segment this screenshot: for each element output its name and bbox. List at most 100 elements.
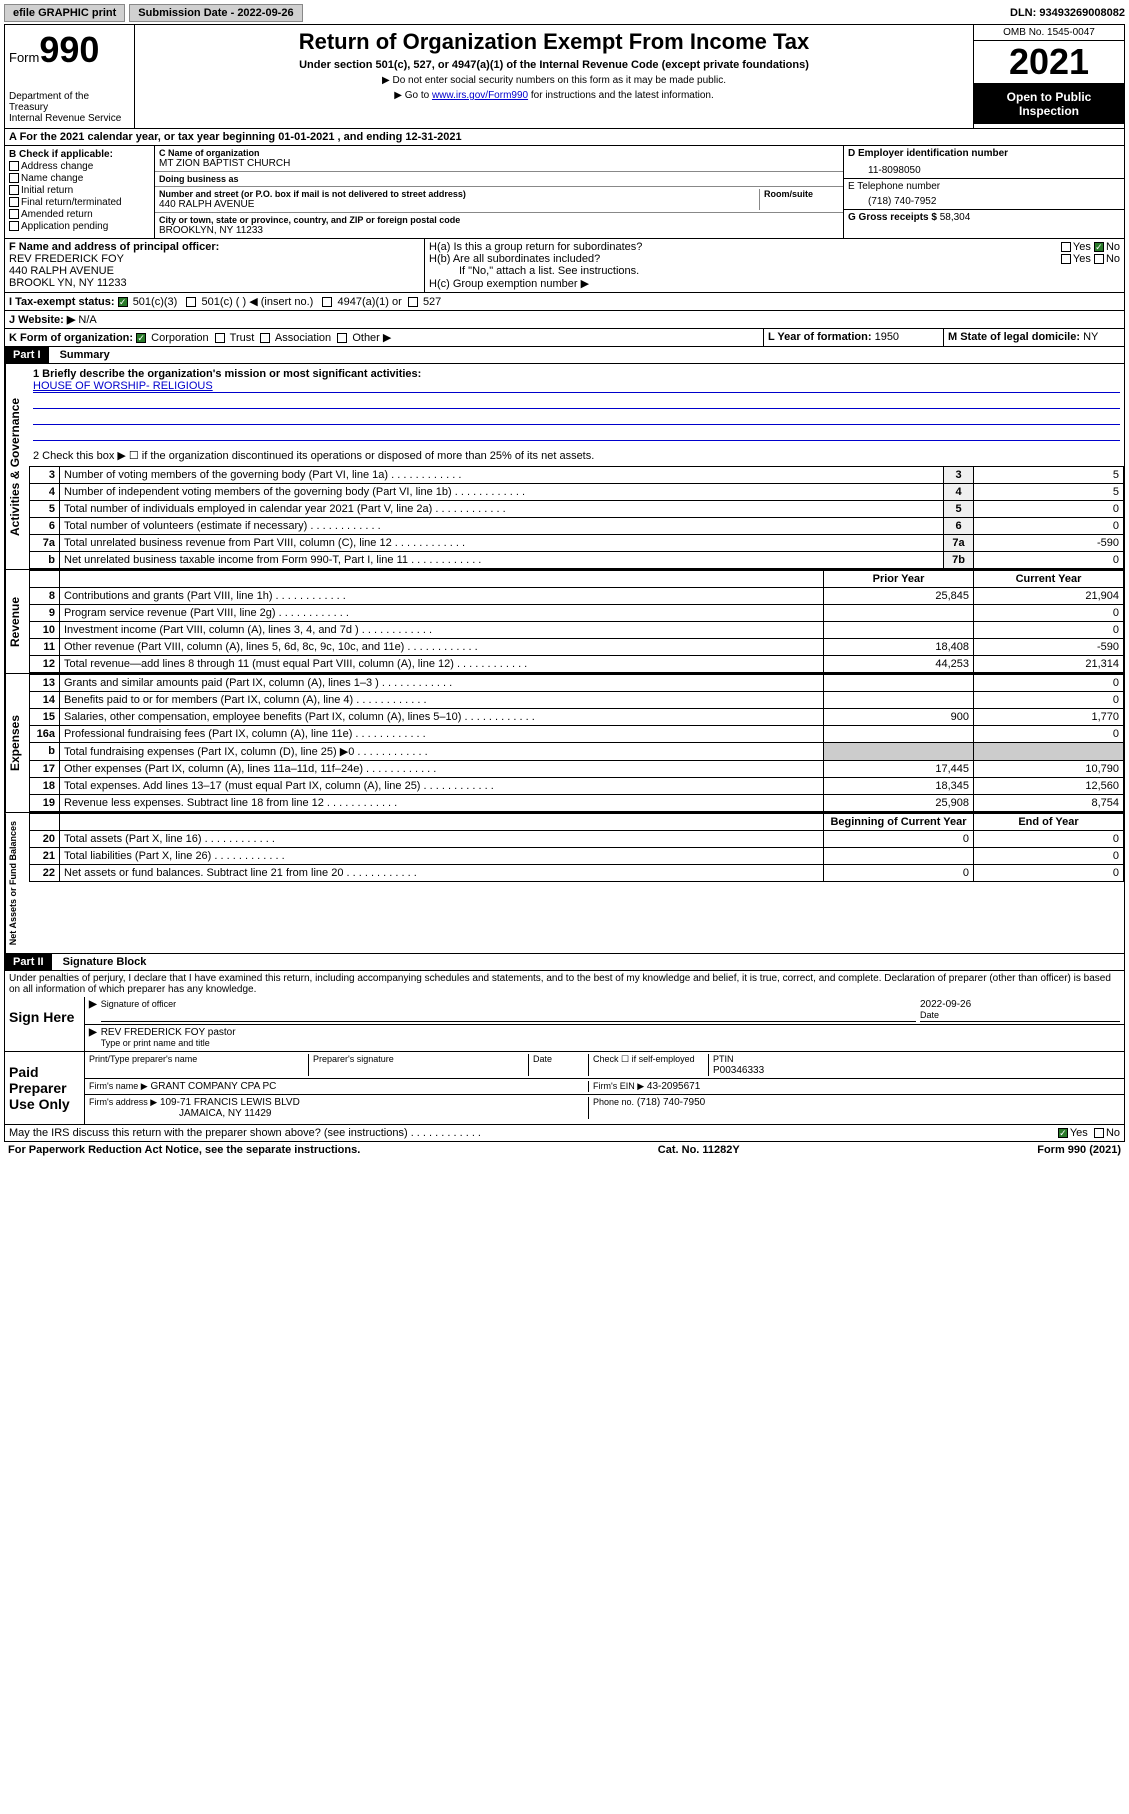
opt-527: 527 bbox=[423, 296, 441, 308]
ha-yes: Yes bbox=[1073, 241, 1091, 253]
other-checkbox[interactable] bbox=[337, 333, 347, 343]
dln-label: DLN: 93493269008082 bbox=[1010, 7, 1125, 19]
form-subtitle: Under section 501(c), 527, or 4947(a)(1)… bbox=[139, 59, 969, 71]
cb-label-4: Amended return bbox=[21, 209, 93, 220]
section-k-label: K Form of organization: bbox=[9, 332, 133, 344]
table-row: 17Other expenses (Part IX, column (A), l… bbox=[30, 761, 1124, 778]
omb-number: OMB No. 1545-0047 bbox=[974, 25, 1124, 41]
org-name-label: C Name of organization bbox=[159, 148, 839, 158]
form-note-2: ▶ Go to www.irs.gov/Form990 for instruct… bbox=[139, 90, 969, 101]
table-row: 4Number of independent voting members of… bbox=[30, 484, 1124, 501]
top-toolbar: efile GRAPHIC print Submission Date - 20… bbox=[4, 4, 1125, 22]
hc-label: H(c) Group exemption number ▶ bbox=[429, 277, 1120, 290]
section-i-label: I Tax-exempt status: bbox=[9, 296, 115, 308]
table-row: 7aTotal unrelated business revenue from … bbox=[30, 535, 1124, 552]
line2-text: 2 Check this box ▶ ☐ if the organization… bbox=[33, 449, 1120, 462]
efile-button[interactable]: efile GRAPHIC print bbox=[4, 4, 125, 22]
officer-label: F Name and address of principal officer: bbox=[9, 241, 420, 253]
ein-value: 11-8098050 bbox=[848, 159, 1120, 176]
end-year-hdr: End of Year bbox=[974, 814, 1124, 831]
form-title-block: Return of Organization Exempt From Incom… bbox=[135, 25, 974, 128]
section-c-block: C Name of organizationMT ZION BAPTIST CH… bbox=[155, 146, 844, 238]
checkbox-final-return[interactable] bbox=[9, 197, 19, 207]
checkbox-amended[interactable] bbox=[9, 209, 19, 219]
website-row: J Website: ▶ N/A bbox=[4, 311, 1125, 329]
4947-checkbox[interactable] bbox=[322, 297, 332, 307]
firm-ein-label: Firm's EIN ▶ bbox=[593, 1081, 644, 1091]
form-990-page: efile GRAPHIC print Submission Date - 20… bbox=[0, 0, 1129, 1162]
ptin-label: PTIN bbox=[713, 1054, 734, 1064]
checkbox-initial-return[interactable] bbox=[9, 185, 19, 195]
firm-name: GRANT COMPANY CPA PC bbox=[150, 1081, 276, 1092]
form-id-block: Form990 Department of the Treasury Inter… bbox=[5, 25, 135, 128]
opt-assoc: Association bbox=[275, 332, 331, 344]
firm-addr2: JAMAICA, NY 11429 bbox=[89, 1108, 271, 1119]
section-b-checkboxes: B Check if applicable: Address change Na… bbox=[5, 146, 155, 238]
ha-no-checkbox[interactable] bbox=[1094, 242, 1104, 252]
room-label: Room/suite bbox=[764, 189, 839, 199]
section-f-block: F Name and address of principal officer:… bbox=[5, 239, 425, 292]
line1-value: HOUSE OF WORSHIP- RELIGIOUS bbox=[33, 380, 1120, 393]
discuss-text: May the IRS discuss this return with the… bbox=[9, 1127, 481, 1139]
exp-table: 13Grants and similar amounts paid (Part … bbox=[29, 674, 1124, 812]
org-name: MT ZION BAPTIST CHURCH bbox=[159, 158, 839, 169]
form-year-block: OMB No. 1545-0047 2021 Open to Public In… bbox=[974, 25, 1124, 128]
mission-block: 1 Briefly describe the organization's mi… bbox=[29, 364, 1124, 466]
527-checkbox[interactable] bbox=[408, 297, 418, 307]
firm-phone-label: Phone no. bbox=[593, 1097, 634, 1107]
phone-value: (718) 740-7952 bbox=[848, 192, 1120, 207]
ha-yes-checkbox[interactable] bbox=[1061, 242, 1071, 252]
checkbox-application-pending[interactable] bbox=[9, 221, 19, 231]
officer-row: F Name and address of principal officer:… bbox=[4, 239, 1125, 293]
irs-link[interactable]: www.irs.gov/Form990 bbox=[432, 90, 528, 101]
table-row: 16aProfessional fundraising fees (Part I… bbox=[30, 726, 1124, 743]
part2-header: Part II bbox=[5, 954, 52, 970]
trust-checkbox[interactable] bbox=[215, 333, 225, 343]
501c-checkbox[interactable] bbox=[186, 297, 196, 307]
mission-line-3 bbox=[33, 411, 1120, 425]
sig-officer-label: Signature of officer bbox=[101, 999, 176, 1009]
table-row: 8Contributions and grants (Part VIII, li… bbox=[30, 588, 1124, 605]
prep-sig-label: Preparer's signature bbox=[309, 1054, 529, 1076]
current-year-hdr: Current Year bbox=[974, 571, 1124, 588]
city-label: City or town, state or province, country… bbox=[159, 215, 839, 225]
corp-checkbox[interactable] bbox=[136, 333, 146, 343]
discuss-no-checkbox[interactable] bbox=[1094, 1128, 1104, 1138]
cb-label-1: Name change bbox=[21, 173, 83, 184]
opt-other: Other ▶ bbox=[352, 332, 391, 344]
addr-label: Number and street (or P.O. box if mail i… bbox=[159, 189, 759, 199]
inspection-badge: Open to Public Inspection bbox=[974, 84, 1124, 124]
section-a-text: A For the 2021 calendar year, or tax yea… bbox=[5, 129, 1124, 145]
sig-date-label: Date bbox=[920, 1010, 939, 1020]
table-row: 14Benefits paid to or for members (Part … bbox=[30, 692, 1124, 709]
section-j-block: J Website: ▶ N/A bbox=[5, 311, 1124, 328]
submission-date-button[interactable]: Submission Date - 2022-09-26 bbox=[129, 4, 302, 22]
table-row: 22Net assets or fund balances. Subtract … bbox=[30, 865, 1124, 882]
table-row: 19Revenue less expenses. Subtract line 1… bbox=[30, 795, 1124, 812]
signature-block: Under penalties of perjury, I declare th… bbox=[4, 971, 1125, 1142]
prep-name-label: Print/Type preparer's name bbox=[89, 1054, 309, 1076]
domicile-value: NY bbox=[1083, 331, 1098, 343]
hb-yes-checkbox[interactable] bbox=[1061, 254, 1071, 264]
firm-ein: 43-2095671 bbox=[647, 1081, 700, 1092]
hb-no-checkbox[interactable] bbox=[1094, 254, 1104, 264]
table-row: 6Total number of volunteers (estimate if… bbox=[30, 518, 1124, 535]
table-row: 13Grants and similar amounts paid (Part … bbox=[30, 675, 1124, 692]
net-vert-label: Net Assets or Fund Balances bbox=[5, 813, 29, 953]
prep-date-label: Date bbox=[529, 1054, 589, 1076]
checkbox-address-change[interactable] bbox=[9, 161, 19, 171]
checkbox-name-change[interactable] bbox=[9, 173, 19, 183]
ein-label: D Employer identification number bbox=[848, 148, 1120, 159]
mission-line-2 bbox=[33, 395, 1120, 409]
form-prefix: Form bbox=[9, 50, 39, 65]
tax-year: 2021 bbox=[974, 41, 1124, 84]
part1-header: Part I bbox=[5, 347, 49, 363]
501c3-checkbox[interactable] bbox=[118, 297, 128, 307]
discuss-yes: Yes bbox=[1070, 1127, 1088, 1139]
hb-note: If "No," attach a list. See instructions… bbox=[429, 265, 1120, 277]
table-row: 5Total number of individuals employed in… bbox=[30, 501, 1124, 518]
gov-table: 3Number of voting members of the governi… bbox=[29, 466, 1124, 569]
assoc-checkbox[interactable] bbox=[260, 333, 270, 343]
domicile-label: M State of legal domicile: bbox=[948, 331, 1080, 343]
discuss-yes-checkbox[interactable] bbox=[1058, 1128, 1068, 1138]
